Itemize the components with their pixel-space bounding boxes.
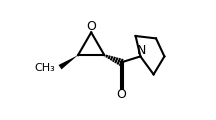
- Text: O: O: [86, 20, 96, 33]
- Text: CH₃: CH₃: [34, 63, 55, 73]
- Text: O: O: [116, 88, 126, 101]
- Text: N: N: [136, 45, 146, 57]
- Polygon shape: [59, 55, 78, 69]
